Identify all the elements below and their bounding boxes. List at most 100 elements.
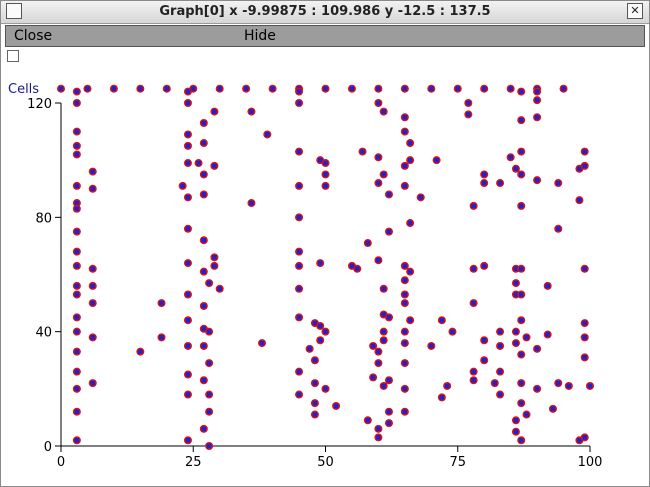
data-point (199, 236, 208, 245)
data-point-inner (74, 143, 80, 149)
data-point-inner (471, 300, 476, 306)
data-point (543, 281, 552, 290)
data-point (384, 313, 393, 322)
data-point-inner (582, 163, 588, 169)
data-point-inner (74, 206, 80, 212)
data-point (406, 267, 415, 276)
data-point (321, 159, 330, 168)
window-title: Graph[0] x -9.99875 : 109.986 y -12.5 : … (159, 4, 491, 19)
data-point (517, 87, 526, 96)
data-point (379, 107, 388, 116)
x-tick-label: 75 (449, 455, 466, 470)
data-point (374, 424, 383, 433)
data-point (205, 327, 214, 336)
data-point (400, 407, 409, 416)
data-point (533, 96, 542, 105)
data-point-inner (513, 329, 519, 334)
data-point (464, 99, 473, 107)
data-point (88, 333, 97, 342)
data-point (384, 419, 393, 428)
data-point (305, 344, 314, 353)
data-point (183, 390, 192, 399)
data-point (374, 153, 383, 162)
window-menu-icon[interactable] (6, 3, 22, 19)
data-point (464, 110, 473, 119)
hide-button[interactable]: Hide (244, 28, 276, 44)
data-point-inner (333, 403, 339, 409)
data-point-inner (323, 386, 328, 392)
data-point (183, 130, 192, 139)
y-tick-label: 0 (44, 440, 52, 455)
data-point-inner (381, 286, 386, 292)
data-point-inner (439, 317, 445, 323)
data-point-inner (497, 392, 503, 397)
data-point-inner (74, 200, 80, 206)
data-point-inner (323, 86, 328, 92)
data-point-inner (296, 215, 302, 220)
data-point (199, 170, 208, 179)
data-point-inner (296, 369, 302, 374)
checkbox[interactable] (7, 50, 19, 62)
data-point (384, 376, 393, 385)
data-point (295, 87, 304, 96)
data-point (72, 290, 81, 299)
data-point (72, 347, 81, 356)
data-point (480, 84, 489, 93)
data-point (374, 347, 383, 356)
data-point (400, 84, 409, 93)
data-point-inner (582, 335, 588, 340)
data-point (72, 436, 81, 445)
close-button[interactable]: Close (14, 28, 53, 44)
data-point-inner (481, 172, 487, 177)
data-point-inner (513, 340, 519, 346)
data-point (88, 281, 97, 290)
data-point (247, 199, 256, 208)
data-point (88, 167, 97, 176)
data-point-inner (74, 349, 80, 354)
data-point (580, 264, 589, 273)
data-point (183, 99, 192, 107)
data-point (522, 410, 531, 419)
data-point-inner (481, 86, 487, 92)
data-point-inner (90, 380, 96, 386)
data-point-inner (74, 292, 80, 297)
data-point (72, 141, 81, 150)
data-point (427, 341, 436, 350)
data-point-inner (434, 157, 439, 163)
data-point-inner (402, 163, 408, 169)
data-point-inner (159, 300, 164, 306)
data-point-inner (90, 335, 96, 340)
data-point-inner (402, 114, 408, 120)
data-point (295, 284, 304, 293)
data-point (517, 316, 526, 325)
data-point-inner (577, 197, 582, 203)
data-point-inner (534, 89, 540, 94)
window-titlebar[interactable]: Graph[0] x -9.99875 : 109.986 y -12.5 : … (0, 0, 650, 24)
data-point-inner (534, 177, 540, 183)
data-point-inner (111, 86, 117, 92)
data-point-inner (196, 160, 201, 166)
close-x-icon[interactable]: ✕ (627, 3, 643, 19)
data-point-inner (402, 277, 408, 283)
data-point (511, 427, 520, 436)
data-point-inner (497, 343, 503, 349)
data-point (427, 84, 436, 93)
data-point-inner (201, 326, 207, 332)
data-point-inner (74, 283, 80, 289)
data-point (453, 84, 462, 93)
data-point (400, 113, 409, 122)
data-point-inner (90, 266, 96, 272)
data-point-inner (407, 140, 413, 146)
data-point-inner (381, 337, 386, 343)
data-point-inner (323, 160, 328, 166)
data-point (316, 259, 325, 268)
data-point-inner (74, 89, 80, 94)
data-point-inner (74, 369, 80, 374)
data-point (242, 84, 251, 93)
data-point (183, 87, 192, 96)
data-point (374, 256, 383, 265)
data-point-inner (90, 186, 96, 192)
data-point-inner (296, 100, 302, 106)
data-point (448, 327, 457, 336)
data-point (321, 181, 330, 190)
